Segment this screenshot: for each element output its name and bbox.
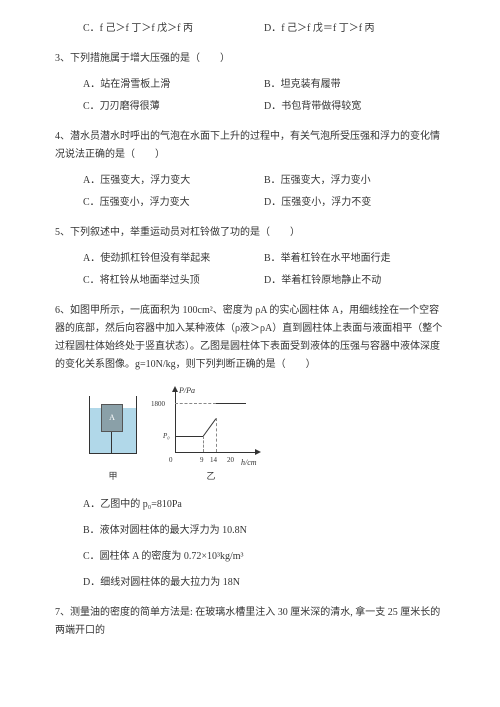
figure-yi: P/Pa h/cm 1800 P₀ 0 9 14 20 乙 (161, 386, 261, 484)
xtick-14: 14 (210, 454, 217, 467)
q5-stem: 5、下列叙述中，举重运动员对杠铃做了功的是（ ） (55, 224, 445, 242)
q4-option-c: C．压强变小，浮力变大 (83, 194, 264, 212)
q5-option-c: C．将杠铃从地面举过头顶 (83, 272, 264, 290)
q4-option-d: D．压强变小，浮力不变 (264, 194, 445, 212)
q4-stem: 4、潜水员潜水时呼出的气泡在水面下上升的过程中，有关气泡所受压强和浮力的变化情况… (55, 128, 445, 164)
q6-option-b: B．液体对圆柱体的最大浮力为 10.8N (83, 522, 445, 540)
q3-option-c: C．刀刃磨得很薄 (83, 98, 264, 116)
q5-option-d: D．举着杠铃原地静止不动 (264, 272, 445, 290)
q7-stem: 7、测量油的密度的简单方法是: 在玻璃水槽里注入 30 厘米深的清水, 拿一支 … (55, 604, 445, 640)
q3-option-b: B．坦克装有履带 (264, 76, 445, 94)
y-axis-label: P/Pa (179, 384, 195, 398)
q4-option-b: B．压强变大，浮力变小 (264, 172, 445, 190)
q6-option-d: D．细线对圆柱体的最大拉力为 18N (83, 574, 445, 592)
q5-option-b: B．举着杠铃在水平地面行走 (264, 250, 445, 268)
block-a-label: A (101, 404, 123, 432)
q5-option-a: A．使劲抓杠铃但没有举起来 (83, 250, 264, 268)
q3-stem: 3、下列措施属于增大压强的是（ ） (55, 50, 445, 68)
q3-option-a: A．站在滑雪板上滑 (83, 76, 264, 94)
q6-option-c: C．圆柱体 A 的密度为 0.72×10³kg/m³ (83, 548, 445, 566)
q4-option-a: A．压强变大，浮力变大 (83, 172, 264, 190)
q6-option-a: A．乙图中的 p₀=810Pa (83, 496, 445, 514)
q6-figures: A 甲 P/Pa h/cm 1800 P₀ 0 9 14 20 乙 (83, 386, 445, 484)
ytick-1800: 1800 (151, 398, 165, 411)
xtick-9: 9 (200, 454, 204, 467)
origin-0: 0 (169, 454, 173, 467)
q6-stem: 6、如图甲所示，一底面积为 100cm²、密度为 ρA 的实心圆柱体 A，用细线… (55, 302, 445, 374)
xtick-20: 20 (227, 454, 234, 467)
figure-jia: A 甲 (83, 396, 143, 484)
q2-option-d: D．f 己＞f 戊＝f 丁＞f 丙 (264, 20, 445, 38)
ytick-p0: P₀ (163, 430, 170, 443)
caption-jia: 甲 (83, 468, 143, 484)
caption-yi: 乙 (161, 468, 261, 484)
x-axis-label: h/cm (241, 456, 257, 470)
q2-option-c: C．f 己＞f 丁＞f 戊＞f 丙 (83, 20, 264, 38)
q3-option-d: D．书包背带做得较宽 (264, 98, 445, 116)
